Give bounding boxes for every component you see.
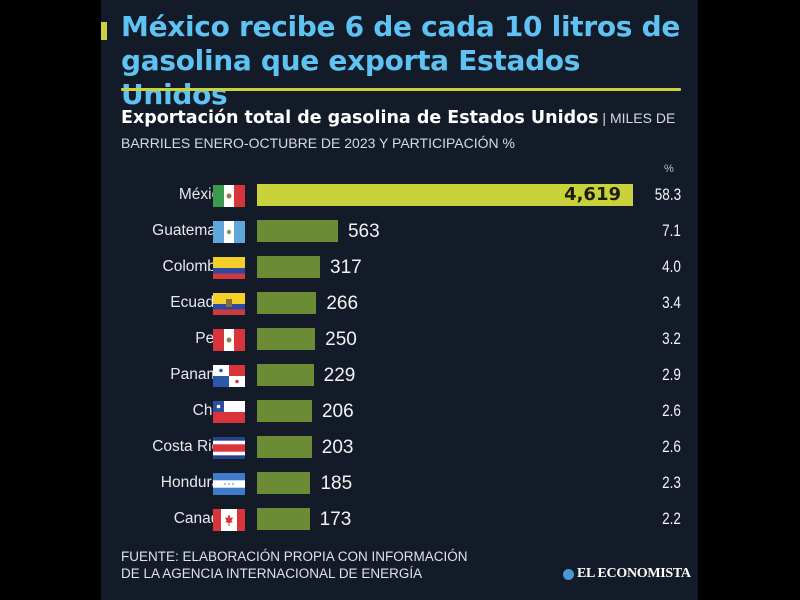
bar — [257, 472, 311, 494]
brand-name: EL ECONOMISTA — [577, 566, 691, 581]
percent-label: 2.6 — [662, 438, 681, 456]
subtitle-bold: Exportación total de gasolina de Estados… — [121, 108, 599, 128]
subtitle-separator: | — [598, 110, 610, 126]
country-label: Costa Rica — [152, 438, 228, 455]
percent-label: 2.2 — [662, 510, 681, 528]
bar-value-label: 173 — [319, 509, 352, 530]
percent-label: 3.4 — [662, 294, 681, 312]
costa-rica-flag-icon — [213, 437, 245, 459]
bar-value-label: 185 — [320, 473, 353, 494]
country-label: Colombia — [162, 258, 228, 275]
chile-flag-icon — [213, 401, 245, 423]
percent-label: 3.2 — [662, 330, 681, 348]
bar — [257, 436, 312, 458]
percent-label: 2.9 — [662, 366, 681, 384]
bar-value-label: 206 — [321, 401, 354, 422]
bar-value-label: 229 — [323, 365, 356, 386]
bar — [257, 256, 321, 278]
honduras-flag-icon — [213, 473, 245, 495]
title-underline — [121, 88, 681, 91]
page-title: México recibe 6 de cada 10 litros de gas… — [121, 10, 681, 111]
percent-label: 58.3 — [654, 186, 681, 204]
chart-row: Canadá 173 2.2 — [101, 503, 698, 539]
bar-value-label: 563 — [347, 221, 380, 242]
country-label: Guatemala — [152, 222, 228, 239]
canada-flag-icon — [213, 509, 245, 531]
brand-globe-icon — [563, 568, 574, 580]
chart-row: Ecuador 266 3.4 — [101, 287, 698, 323]
bar — [257, 364, 314, 386]
subtitle-unit: MILES DE BARRILES ENERO-OCTUBRE DE 2023 … — [121, 110, 676, 151]
colombia-flag-icon — [213, 257, 245, 279]
percent-label: 7.1 — [662, 222, 681, 240]
chart-row: México 4,619 58.3 — [101, 179, 698, 215]
mexico-flag-icon — [213, 185, 245, 207]
source-note: FUENTE: ELABORACIÓN PROPIA CON INFORMACI… — [121, 548, 468, 582]
chart-row: Perú 250 3.2 — [101, 323, 698, 359]
guatemala-flag-icon — [213, 221, 245, 243]
bar — [257, 220, 338, 242]
bar — [257, 508, 310, 530]
chart-subtitle: Exportación total de gasolina de Estados… — [121, 106, 691, 156]
chart-row: Panamá 229 2.9 — [101, 359, 698, 395]
ecuador-flag-icon — [213, 293, 245, 315]
chart-row: Guatemala 563 7.1 — [101, 215, 698, 251]
country-label: Honduras — [160, 474, 228, 491]
percent-label: 2.6 — [662, 402, 681, 420]
bar-value-label: 203 — [321, 437, 354, 458]
brand-logo: EL ECONOMISTA — [563, 566, 691, 582]
bar — [257, 328, 316, 350]
bar — [257, 184, 633, 206]
percent-column-header: % — [664, 163, 674, 175]
chart-row: Colombia 317 4.0 — [101, 251, 698, 287]
title-accent-mark — [101, 22, 107, 40]
percent-label: 2.3 — [662, 474, 681, 492]
chart-row: Costa Rica 203 2.6 — [101, 431, 698, 467]
bar-value-label: 250 — [325, 329, 357, 350]
bar-value-label: 317 — [330, 257, 362, 278]
percent-label: 4.0 — [662, 258, 681, 276]
bar — [257, 400, 312, 422]
source-line-2: DE LA AGENCIA INTERNACIONAL DE ENERGÍA — [121, 566, 423, 581]
bar — [257, 292, 317, 314]
source-line-1: FUENTE: ELABORACIÓN PROPIA CON INFORMACI… — [121, 549, 468, 564]
infographic-panel: México recibe 6 de cada 10 litros de gas… — [101, 0, 698, 600]
peru-flag-icon — [213, 329, 245, 351]
chart-row: Honduras 185 2.3 — [101, 467, 698, 503]
panama-flag-icon — [213, 365, 245, 387]
bar-value-label: 266 — [326, 293, 359, 314]
chart-row: Chile 206 2.6 — [101, 395, 698, 431]
bar-value-label: 4,619 — [564, 184, 621, 205]
